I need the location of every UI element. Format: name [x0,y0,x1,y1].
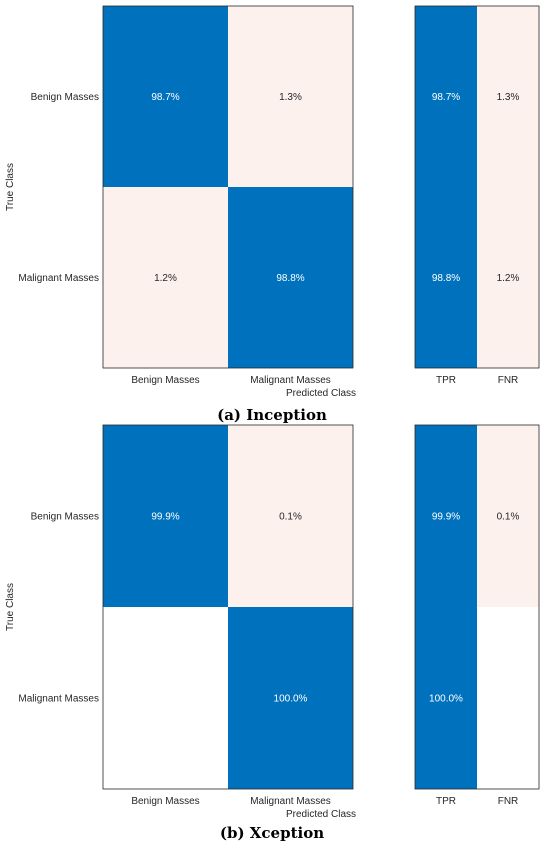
row-tick-label-1-1: Malignant Masses [18,694,99,705]
summary-cell-0-1-0 [415,187,477,368]
summary-tick-label-0-1: FNR [498,375,519,386]
matrix-cell-1-1-0 [103,607,228,789]
summary-tick-label-0-0: TPR [436,375,456,386]
row-tick-label-0-1: Malignant Masses [18,273,99,284]
row-tick-label-1-0: Benign Masses [31,512,99,523]
column-tick-label-0-0: Benign Masses [131,375,199,386]
figure-caption-1: (b) Xception [220,824,324,842]
summary-border-1 [414,424,540,790]
summary-cell-0-0-0 [415,6,477,187]
x-axis-label-0: Predicted Class [286,388,356,399]
summary-cell-label-1-0-0: 99.9% [432,512,460,523]
matrix-border-1 [102,424,354,790]
matrix-cell-1-0-0 [103,425,228,607]
summary-cell-label-0-0-1: 1.3% [497,92,520,103]
matrix-cell-0-0-1 [228,6,353,187]
summary-cell-0-1-1 [477,187,539,368]
y-axis-label-0: True Class [5,163,16,211]
matrix-border-0 [102,5,354,369]
summary-cell-0-0-1 [477,6,539,187]
x-axis-label-1: Predicted Class [286,809,356,820]
figure-caption-0: (a) Inception [217,406,327,424]
matrix-cell-1-0-1 [228,425,353,607]
matrix-cell-label-0-1-0: 1.2% [154,273,177,284]
matrix-cell-label-0-1-1: 98.8% [276,273,304,284]
summary-cell-1-1-0 [415,607,477,789]
matrix-cell-label-0-0-1: 1.3% [279,92,302,103]
y-axis-label-1: True Class [5,583,16,631]
summary-cell-1-1-1 [477,607,539,789]
summary-cell-1-0-1 [477,425,539,607]
summary-cell-label-1-0-1: 0.1% [497,512,520,523]
matrix-cell-1-1-1 [228,607,353,789]
column-tick-label-0-1: Malignant Masses [250,375,331,386]
summary-tick-label-1-0: TPR [436,796,456,807]
summary-border-0 [414,5,540,369]
summary-cell-1-0-0 [415,425,477,607]
matrix-cell-label-1-1-1: 100.0% [274,694,308,705]
matrix-cell-label-1-0-1: 0.1% [279,512,302,523]
row-tick-label-0-0: Benign Masses [31,92,99,103]
matrix-cell-0-1-0 [103,187,228,368]
summary-cell-label-1-1-0: 100.0% [429,694,463,705]
summary-tick-label-1-1: FNR [498,796,519,807]
summary-cell-label-0-0-0: 98.7% [432,92,460,103]
column-tick-label-1-1: Malignant Masses [250,796,331,807]
column-tick-label-1-0: Benign Masses [131,796,199,807]
summary-cell-label-0-1-0: 98.8% [432,273,460,284]
matrix-cell-0-1-1 [228,187,353,368]
summary-cell-label-0-1-1: 1.2% [497,273,520,284]
matrix-cell-label-1-0-0: 99.9% [151,512,179,523]
matrix-cell-label-0-0-0: 98.7% [151,92,179,103]
matrix-cell-0-0-0 [103,6,228,187]
